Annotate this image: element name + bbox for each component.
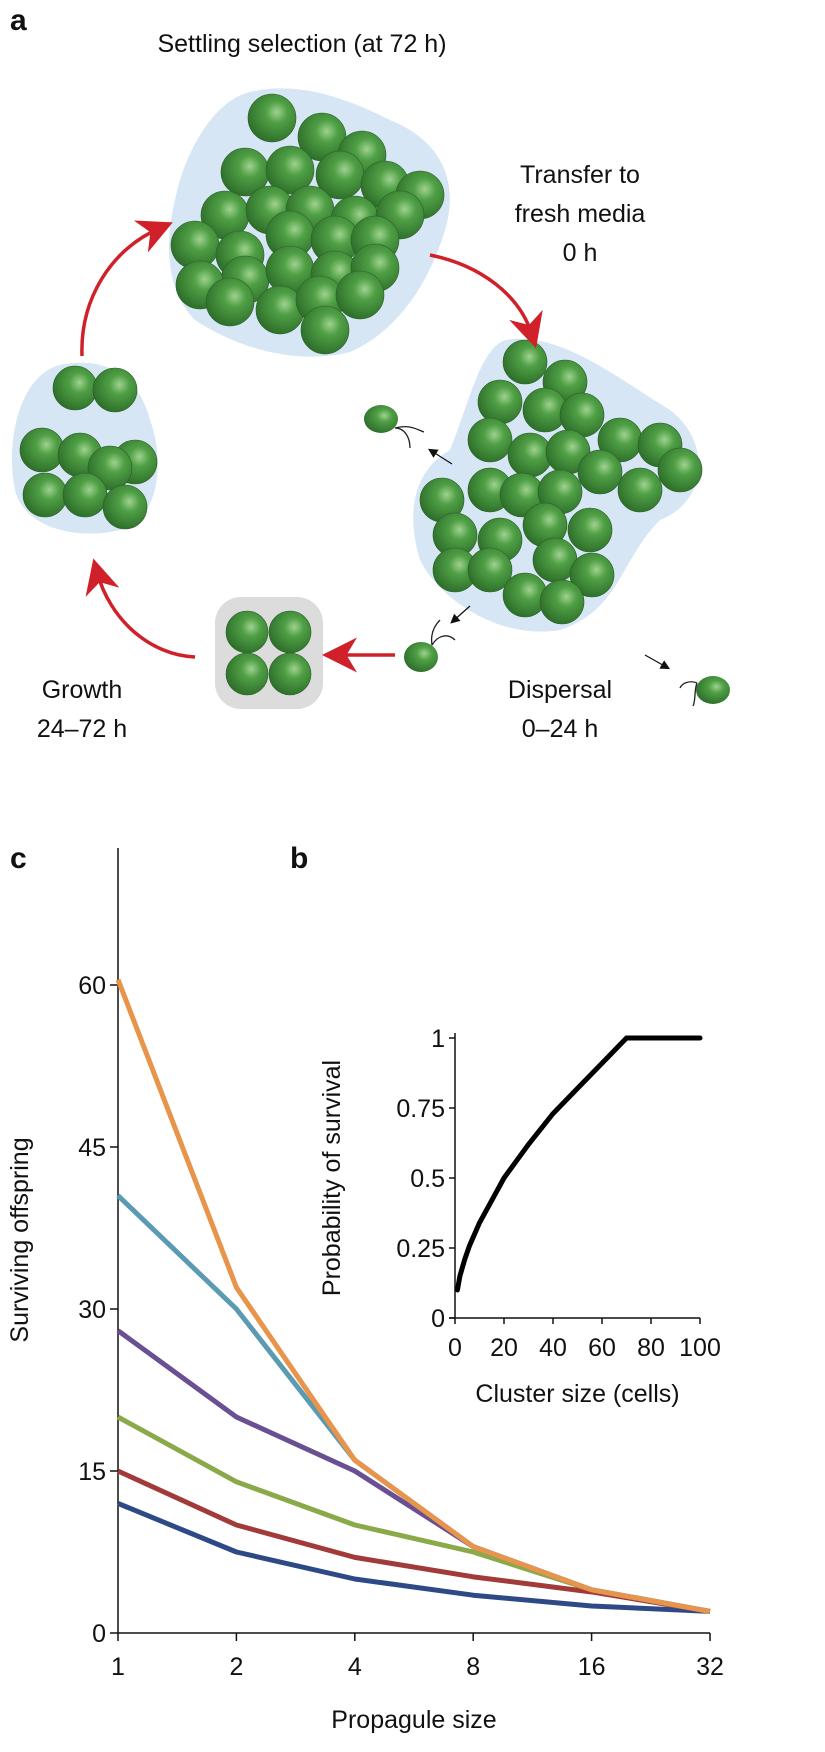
dispersal-line-1: Dispersal [508, 676, 612, 704]
stage-transfer-label: Transfer to fresh media 0 h [515, 161, 646, 267]
x-tick-label: 80 [637, 1334, 665, 1362]
growth-line-1: Growth [42, 676, 123, 704]
single-cell-upper-left [364, 405, 453, 465]
large-cluster [170, 93, 445, 355]
y-tick-label: 0.5 [410, 1165, 445, 1193]
series-line-1 [115, 978, 711, 1614]
transfer-line-1: Transfer to [520, 161, 640, 189]
y-axis-label: Probability of survival [318, 1060, 346, 1296]
y-tick-label: 0 [92, 1620, 106, 1648]
movement-arrow [450, 605, 471, 624]
y-tick-label: 1 [431, 1025, 445, 1053]
x-tick-label: 20 [490, 1334, 518, 1362]
x-tick-label: 40 [539, 1334, 567, 1362]
panel-label-b: b [290, 842, 308, 875]
cell [19, 427, 65, 473]
panel-label-c: c [10, 842, 27, 875]
cell [62, 472, 108, 518]
stage-dispersal-label: Dispersal 0–24 h [508, 676, 612, 743]
x-tick-label: 32 [696, 1653, 724, 1681]
cell [265, 145, 315, 195]
series-line-6 [117, 1501, 711, 1614]
y-tick-label: 0.25 [396, 1235, 445, 1263]
chart-c-surviving-offspring: 0 15 30 45 60 1 2 4 8 16 32 Propagule size Surviving… [6, 848, 724, 1734]
propagule [225, 610, 312, 696]
stage-growth-label: Growth 24–72 h [37, 676, 127, 743]
cell [225, 652, 269, 696]
propagule-matrix [215, 597, 323, 709]
cell [539, 579, 585, 625]
y-tick-label: 0 [431, 1305, 445, 1333]
cell [52, 365, 98, 411]
x-tick-label: 60 [588, 1334, 616, 1362]
dispersal-line-2: 0–24 h [522, 715, 598, 743]
y-axis-label: Surviving offspring [6, 1137, 34, 1342]
cycle-arrow-selection-to-dispersal [429, 253, 543, 349]
x-tick-label: 4 [348, 1653, 362, 1681]
cell [617, 467, 663, 513]
cell [225, 610, 269, 654]
cell [657, 447, 703, 493]
cell [467, 547, 513, 593]
cell-clusters [19, 93, 703, 696]
y-tick-label: 45 [78, 1134, 106, 1162]
x-tick-label: 2 [229, 1653, 243, 1681]
cell [247, 93, 297, 143]
cell [567, 507, 613, 553]
small-cluster [19, 365, 158, 530]
diagram-title: Settling selection (at 72 h) [157, 30, 446, 58]
cell [502, 339, 548, 385]
x-tick-label: 16 [578, 1653, 606, 1681]
cycle-arrow-growth-to-selection [80, 220, 173, 357]
cell [335, 270, 385, 320]
cell [577, 449, 623, 495]
cell [268, 652, 312, 696]
x-tick-label: 0 [448, 1334, 462, 1362]
cell [102, 484, 148, 530]
cell [507, 432, 553, 478]
y-tick-label: 0.75 [396, 1095, 445, 1123]
cell [477, 379, 523, 425]
cell [300, 305, 350, 355]
dispersing-cluster [419, 339, 703, 625]
growth-line-2: 24–72 h [37, 715, 127, 743]
transfer-line-3: 0 h [563, 239, 598, 267]
x-tick-label: 8 [466, 1653, 480, 1681]
x-tick-label: 1 [111, 1653, 125, 1681]
survival-curve [454, 1035, 703, 1293]
cell [502, 572, 548, 618]
cell [22, 472, 68, 518]
x-axis-label: Cluster size (cells) [475, 1380, 679, 1408]
y-tick-label: 30 [78, 1296, 106, 1324]
y-tick-label: 60 [78, 972, 106, 1000]
single-cell-right [644, 654, 730, 707]
movement-arrow [427, 448, 453, 465]
transfer-line-2: fresh media [515, 200, 646, 228]
cycle-arrow-propagule-to-growth [85, 558, 196, 659]
cell [569, 552, 615, 598]
movement-arrow [644, 654, 671, 670]
cell [467, 417, 513, 463]
panel-label-a: a [10, 4, 27, 37]
x-axis-label: Propagule size [331, 1706, 496, 1734]
single-cell-lower [404, 605, 471, 672]
x-tick-label: 100 [679, 1334, 721, 1362]
cell [92, 367, 138, 413]
y-tick-label: 15 [78, 1458, 106, 1486]
cell [268, 610, 312, 654]
cell [205, 277, 255, 327]
